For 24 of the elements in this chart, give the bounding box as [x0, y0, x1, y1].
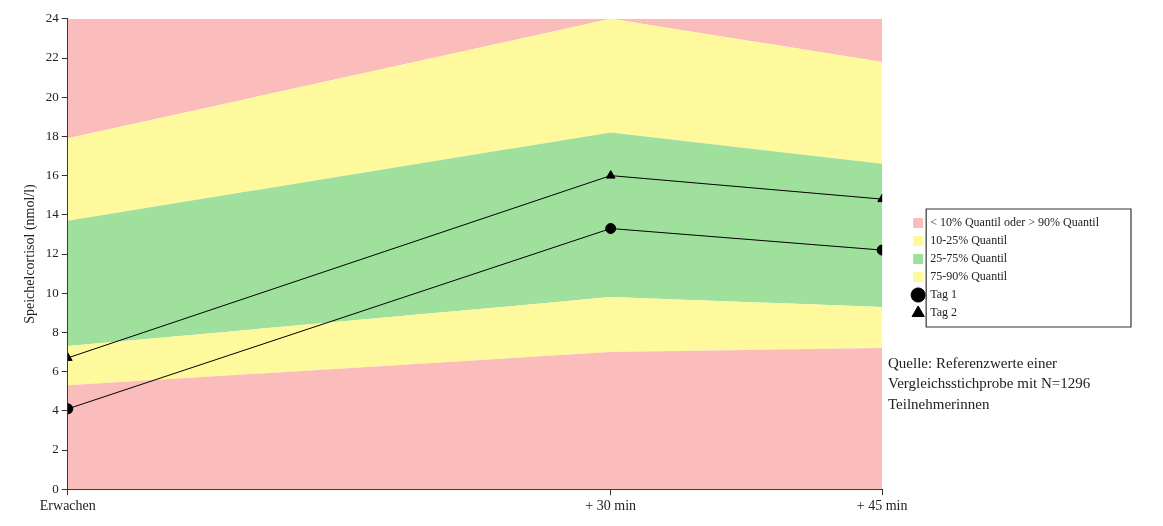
legend-label: < 10% Quantil oder > 90% Quantil [930, 215, 1100, 230]
y-tick-label: 2 [52, 441, 59, 457]
y-tick-label: 8 [52, 323, 59, 339]
y-tick-label: 18 [45, 127, 59, 143]
y-axis-title: Speichelcortisol (nmol/l) [22, 183, 39, 324]
y-tick-label: 6 [52, 363, 60, 379]
legend-label: 75-90% Quantil [930, 269, 1008, 284]
y-tick-label: 12 [45, 245, 59, 261]
legend-label: Tag 2 [930, 305, 957, 320]
legend-label: Tag 1 [930, 287, 957, 302]
x-tick-label: Erwachen [39, 498, 96, 514]
y-tick-label: 24 [45, 10, 60, 26]
y-tick-label: 14 [45, 206, 60, 222]
y-tick-label: 0 [52, 480, 59, 496]
x-tick-label: + 30 min [585, 498, 637, 514]
y-tick-label: 10 [45, 284, 59, 300]
x-tick-label: + 45 min [856, 498, 908, 514]
y-tick-label: 4 [52, 402, 60, 418]
source-note: Quelle: Referenzwerte einer Vergleichsstichprobe mit N=1296 Teilnehmerinnen [888, 354, 1092, 414]
y-tick-label: 22 [45, 49, 59, 65]
y-tick-label: 20 [45, 88, 59, 104]
legend-label: 10-25% Quantil [930, 233, 1008, 248]
legend-label: 25-75% Quantil [930, 251, 1008, 266]
y-tick-label: 16 [45, 167, 60, 183]
